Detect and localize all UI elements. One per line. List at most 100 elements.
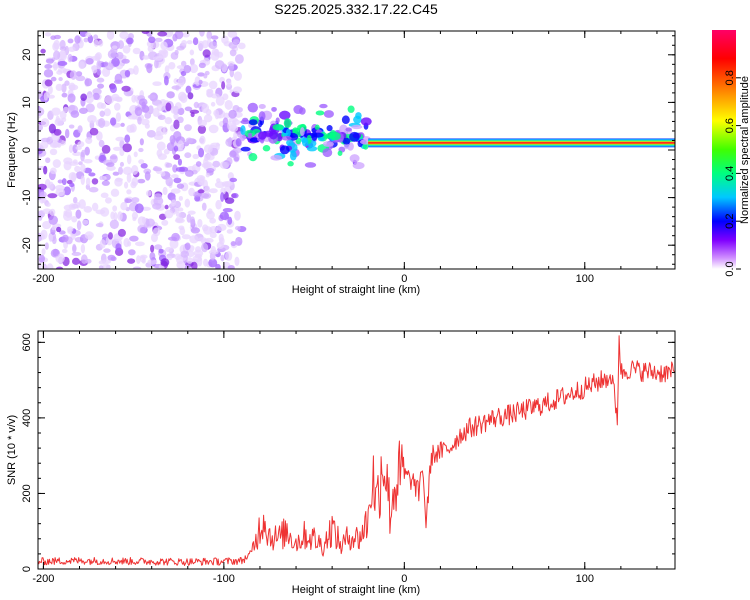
spectrogram-cell [351,124,363,130]
spectrogram-cell [109,219,119,230]
spectrogram-cell [198,62,206,69]
spectrogram-cell [109,84,117,94]
spectrogram-cell [164,116,173,125]
spectrogram-cell [83,37,89,43]
spectrogram-cell [98,265,104,269]
spectrogram-cell [201,192,212,199]
spectrogram-cell [212,160,221,168]
spectrogram-cell [171,85,182,90]
spectrogram-cell [211,35,219,40]
spectrogram-cell [240,146,251,152]
spectrogram-cell [126,37,134,45]
spectrogram-cell [177,207,184,212]
spectrogram-cell [193,249,204,257]
spectrogram-cell [38,254,46,263]
spectrogram-cell [142,55,150,60]
spectrogram-cell [137,216,146,226]
spectrogram-cell [153,196,164,206]
spectrogram-cell [184,124,192,132]
spectrogram-cell [173,112,179,120]
spectrogram-cell [167,236,178,241]
spectrogram-cell [39,191,47,199]
spectrogram-cell [45,58,54,64]
spectrogram-cell [315,110,325,116]
spectrogram-cell [304,162,317,168]
spectrogram-cell [341,115,350,125]
spectrogram-cell [103,61,109,67]
spectrogram-cell [230,240,237,247]
spectrogram-cell [233,131,238,140]
spectrogram-cell [209,232,217,239]
spectrogram-cell [186,40,193,45]
spectrogram-cell [147,45,154,53]
spectrogram-cell [133,151,138,158]
snr-y-label: SNR (10 * v/v) [6,415,18,485]
spectrogram-cell [67,93,76,103]
spectrogram-cell [40,229,48,240]
spectrogram-cell [286,139,294,146]
spectrogram-cell [173,177,182,184]
spectrogram-cell [173,119,180,130]
spectrogram-cell [124,198,132,204]
spectrogram-cell [174,31,184,40]
spectrogram-cell [349,154,360,163]
spectrogram-cell [326,125,333,132]
spectrogram-cell [189,58,195,66]
spectrogram-cell [64,128,70,139]
spectrogram-cell [201,202,207,211]
y-tick-label: 400 [21,409,33,427]
spectrogram-cell [154,244,163,250]
spectrogram-cell [84,78,93,87]
spectrogram-cell [131,177,139,187]
spectrogram-cell [153,134,164,141]
spectrogram-cell [188,187,195,197]
spectrogram-cell [52,248,60,257]
spectrogram-cell [147,259,158,265]
spectrogram-cell [152,107,160,118]
spectrogram-cell [165,102,172,112]
spectrogram-cell [40,137,51,143]
spectrogram-cell [85,137,93,144]
spectrogram-cell [189,63,199,74]
spectrogram-cell [83,205,93,213]
spectrogram-cell [69,182,75,188]
spectrogram-cell [52,142,61,148]
spectrogram-cell [55,115,60,123]
spectrogram-cell [189,216,196,226]
spectrogram-cell [69,70,78,80]
spectrogram-cell [240,135,247,140]
y-tick-label: -20 [21,237,33,253]
spectrogram-cell [170,174,179,179]
spectrogram-cell [182,32,190,38]
spectrogram-cell [177,158,183,166]
spectrogram-cell [84,231,94,240]
spectrogram-cell [202,49,211,58]
spectrogram-cell [96,68,102,76]
spectrogram-cell [110,188,120,197]
spectrogram-cell [115,51,124,60]
spectrogram-cell [197,72,205,77]
spectrogram-cell [146,129,156,138]
spectrogram-cell [227,120,233,131]
spectrogram-cell [258,131,267,140]
spectrogram-cell [48,181,54,190]
spectrogram-cell [112,205,118,212]
spectrogram-cell [168,61,176,70]
spectrogram-cell [44,32,52,37]
spectrogram-cell [137,116,142,125]
spectrogram-cell [129,235,139,242]
spectrogram-cell [203,157,209,168]
spectrogram-cell [96,60,102,70]
spectrogram-cell [122,45,131,54]
spectrogram-cell [138,159,145,165]
spectrogram-cell [48,123,56,134]
spectrogram-cell [77,125,83,134]
spectrogram-cell [147,105,154,115]
spectrogram-cell [323,110,334,118]
spectrogram-cell [184,152,192,159]
spectrogram-cell [231,120,237,131]
spectrogram-cell [43,92,49,101]
spectrogram-cell [227,31,238,38]
spectrogram-cell [215,96,225,106]
spectrogram-cell [233,156,240,162]
